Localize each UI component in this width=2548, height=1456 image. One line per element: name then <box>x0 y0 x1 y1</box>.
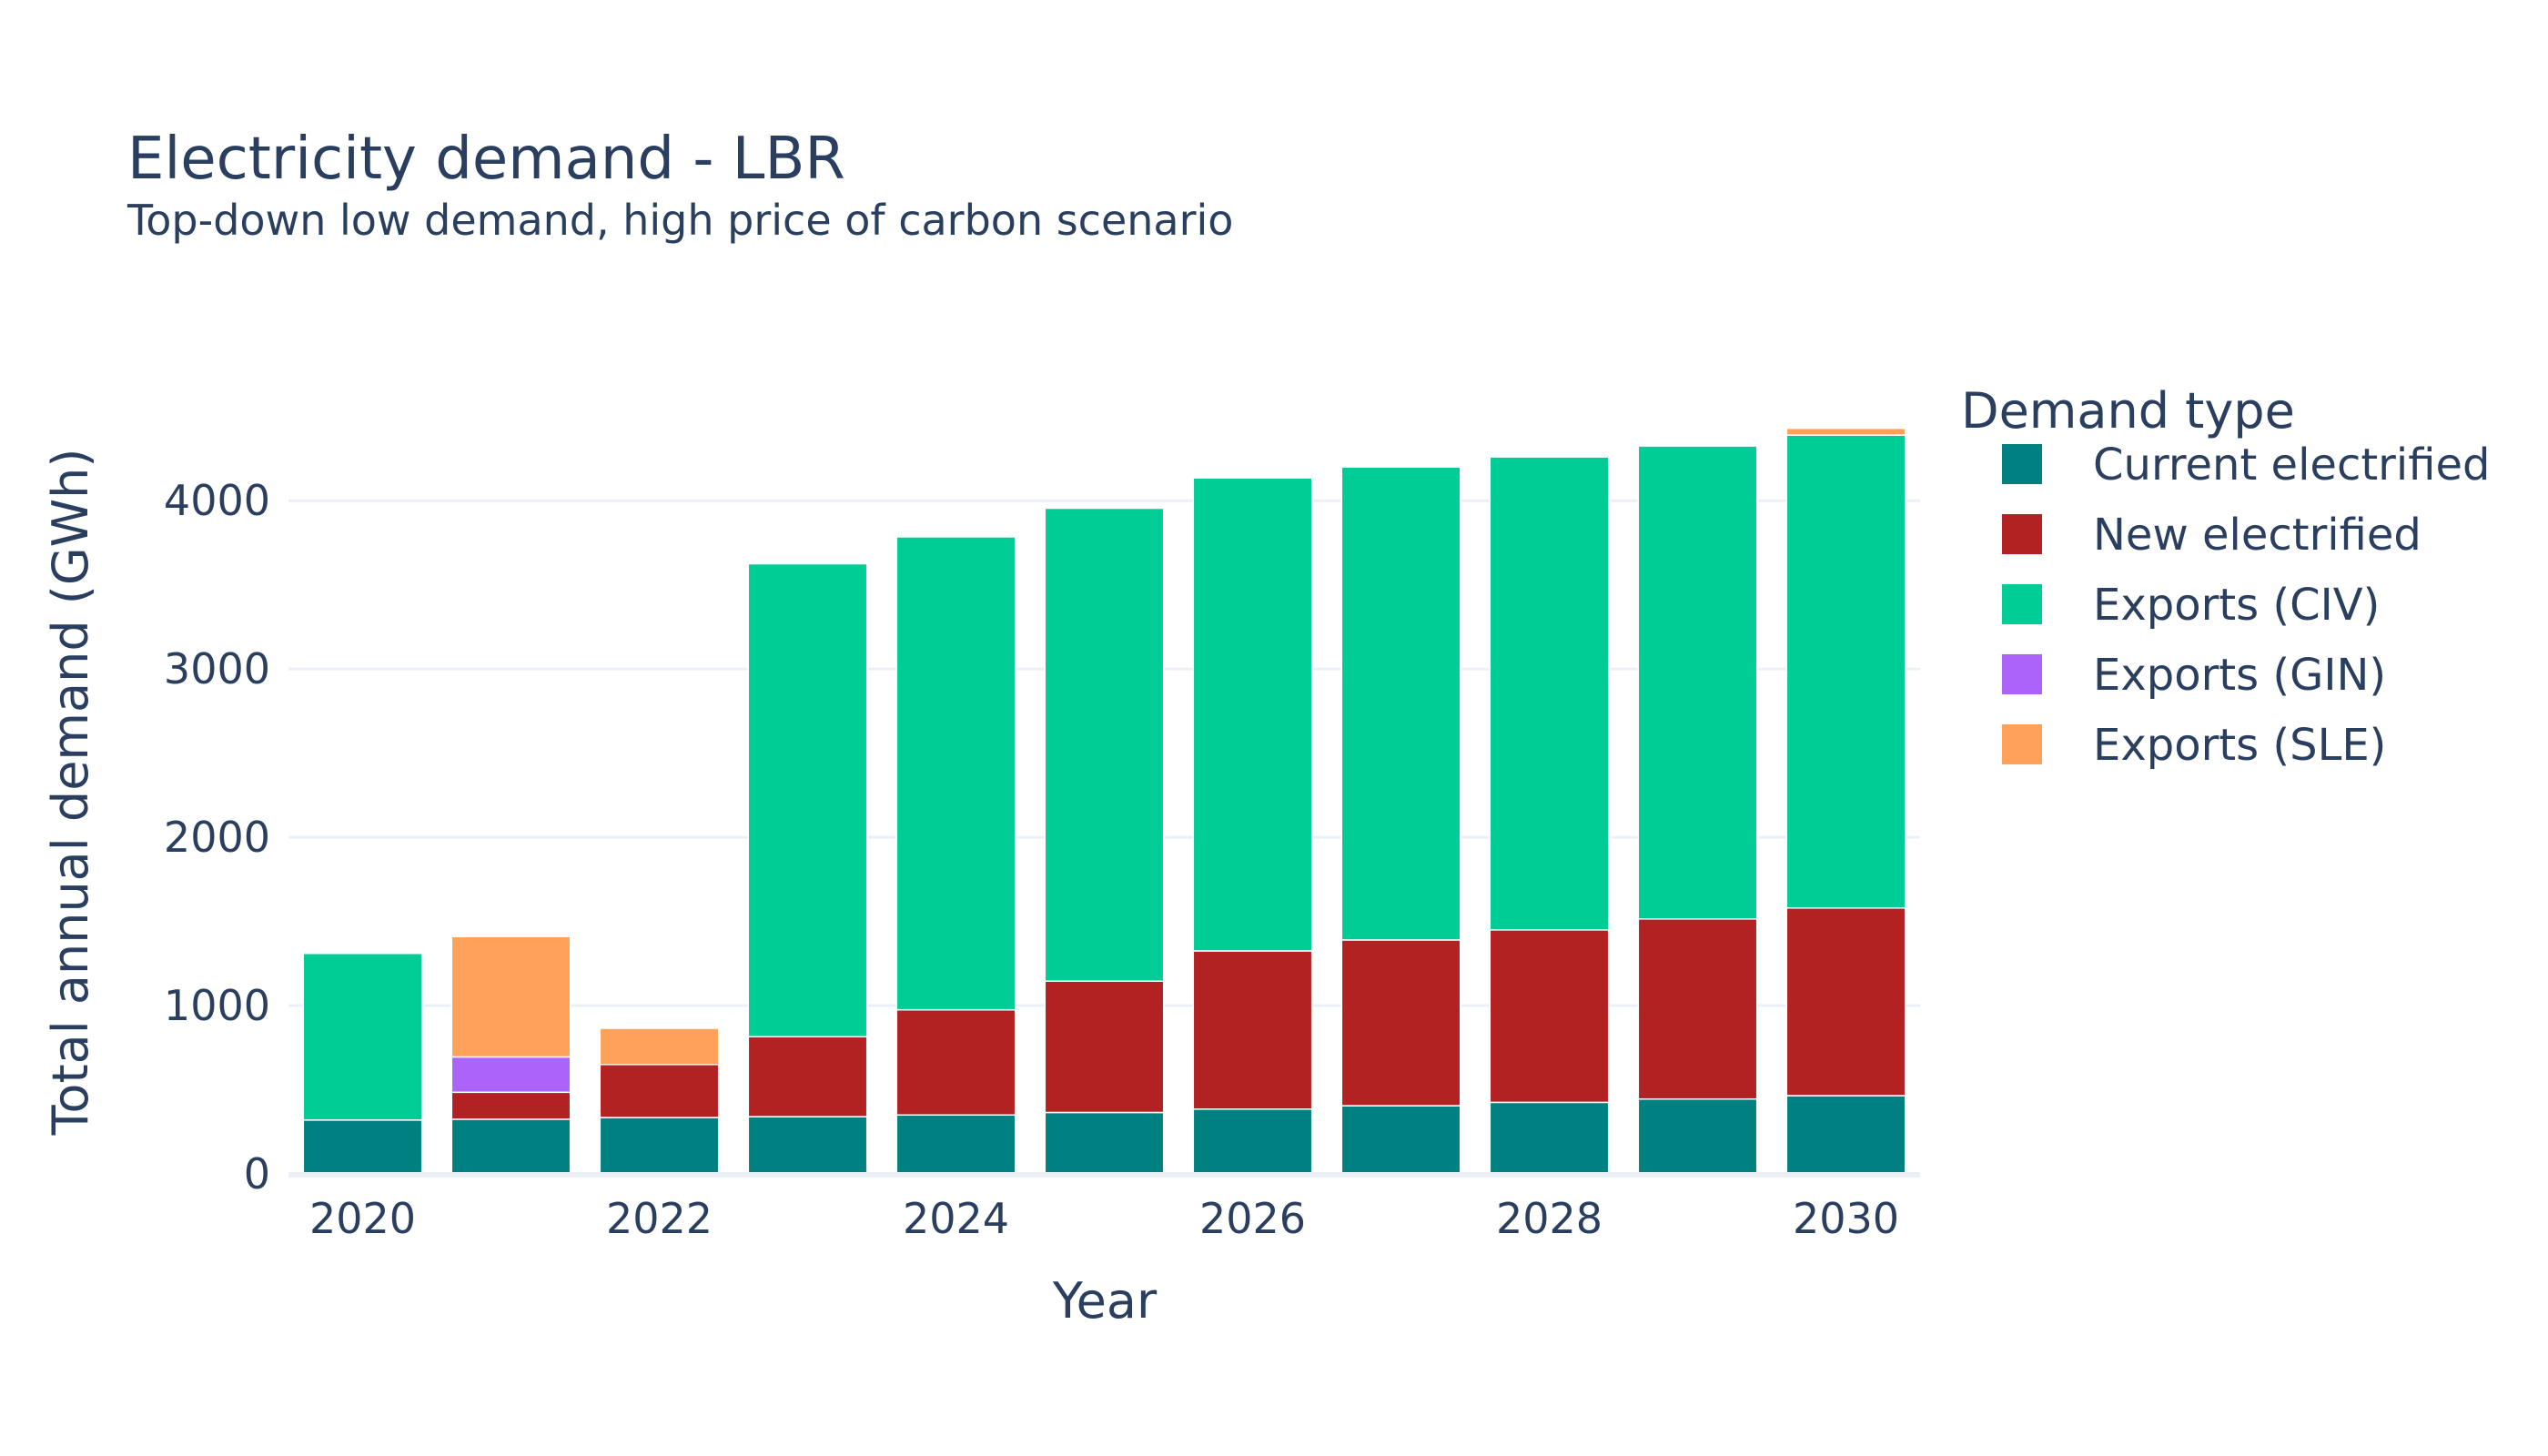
y-tick-label: 1000 <box>164 981 270 1030</box>
y-tick-label: 3000 <box>164 644 270 693</box>
legend-label: Exports (CIV) <box>2093 580 2380 631</box>
bar-segment <box>1489 456 1610 931</box>
bar-segment <box>1489 929 1610 1104</box>
bar-segment <box>1044 507 1165 982</box>
bar-segment <box>1637 918 1758 1100</box>
legend-item[interactable]: Current electrified <box>2002 440 2490 490</box>
bar-segment <box>1785 427 1906 436</box>
bar-segment <box>747 1116 868 1175</box>
x-tick-label: 2020 <box>309 1194 416 1243</box>
legend-label: Exports (SLE) <box>2093 720 2386 771</box>
legend-item[interactable]: Exports (SLE) <box>2002 720 2386 771</box>
bar-segment <box>1044 980 1165 1114</box>
legend-title: Demand type <box>1961 382 2295 440</box>
y-tick-label: 2000 <box>164 813 270 862</box>
bar-segment <box>1192 950 1313 1110</box>
legend-label: Exports (GIN) <box>2093 650 2386 701</box>
x-axis-ticks: 2020 2022 2024 2026 2028 2030 <box>309 1194 1899 1243</box>
bar-segment <box>1785 907 1906 1097</box>
y-tick-label: 0 <box>244 1149 270 1198</box>
bar-segment <box>599 1064 720 1118</box>
bar-segment <box>895 1008 1016 1117</box>
bar-segment <box>1340 1105 1461 1175</box>
legend-swatch <box>2002 514 2042 554</box>
legend-swatch <box>2002 654 2042 694</box>
bar-segment <box>1785 434 1906 909</box>
bar-segment <box>450 935 571 1058</box>
y-axis-title: Total annual demand (GWh) <box>42 449 99 1137</box>
bar-segment <box>302 952 423 1121</box>
bar-segment <box>1192 1108 1313 1175</box>
x-tick-label: 2022 <box>606 1194 713 1243</box>
x-tick-label: 2028 <box>1496 1194 1603 1243</box>
legend: Demand type Current electrified New elect… <box>1961 382 2490 771</box>
legend-item[interactable]: Exports (GIN) <box>2002 650 2386 701</box>
bar-segment <box>1637 445 1758 920</box>
x-tick-label: 2026 <box>1199 1194 1306 1243</box>
bar-segment <box>450 1056 571 1094</box>
legend-swatch <box>2002 724 2042 764</box>
bar-segment <box>895 536 1016 1011</box>
bar-segment <box>747 1036 868 1117</box>
bar-segment <box>1785 1095 1906 1175</box>
bar-segment <box>450 1118 571 1175</box>
bar-segment <box>302 1119 423 1175</box>
bar-segment <box>1637 1097 1758 1175</box>
y-tick-label: 4000 <box>164 476 270 525</box>
bar-segment <box>1340 466 1461 941</box>
x-tick-label: 2024 <box>903 1194 1009 1243</box>
legend-item[interactable]: Exports (CIV) <box>2002 580 2380 631</box>
bar-segment <box>450 1091 571 1120</box>
x-axis-title: Year <box>1052 1272 1158 1330</box>
bar-segment <box>1192 477 1313 952</box>
legend-swatch <box>2002 444 2042 484</box>
chart-subtitle: Top-down low demand, high price of carbo… <box>126 196 1233 245</box>
bar-segment <box>747 562 868 1038</box>
chart-title: Electricity demand - LBR <box>127 126 845 193</box>
legend-label: New electrified <box>2093 510 2422 561</box>
bar-segment <box>599 1027 720 1066</box>
legend-items: Current electrified New electrified Export… <box>2002 440 2490 771</box>
bar-segment <box>1489 1101 1610 1175</box>
bar-segment <box>895 1114 1016 1175</box>
legend-item[interactable]: New electrified <box>2002 510 2422 561</box>
bars <box>302 427 1906 1175</box>
x-tick-label: 2030 <box>1793 1194 1899 1243</box>
legend-swatch <box>2002 584 2042 624</box>
legend-label: Current electrified <box>2093 440 2490 490</box>
bar-segment <box>1340 939 1461 1107</box>
bar-segment <box>599 1117 720 1175</box>
bar-segment <box>1044 1111 1165 1175</box>
y-axis-ticks: 0 1000 2000 3000 4000 <box>164 476 270 1198</box>
